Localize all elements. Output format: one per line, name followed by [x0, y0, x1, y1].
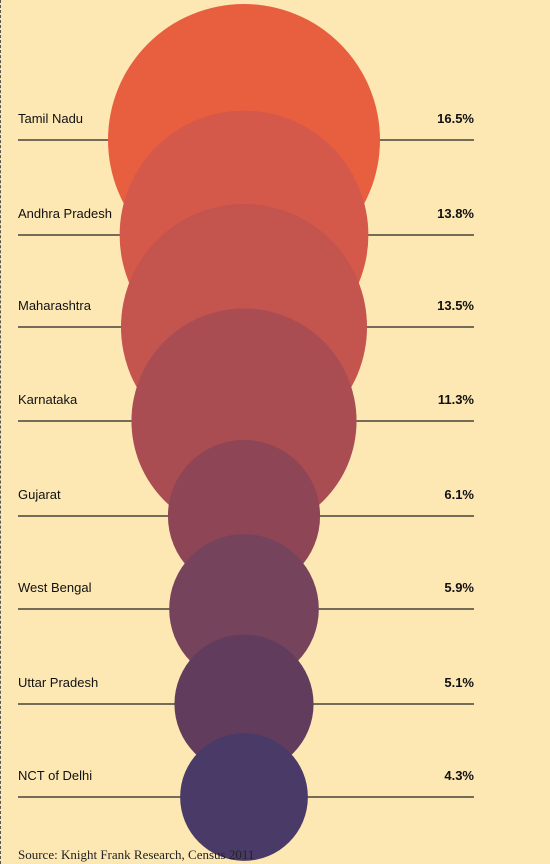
- value-label: 16.5%: [437, 111, 474, 126]
- value-label: 13.5%: [437, 298, 474, 313]
- bubble-nct-of-delhi: [180, 733, 308, 861]
- category-label: Andhra Pradesh: [18, 206, 112, 221]
- value-label: 11.3%: [438, 392, 475, 407]
- value-label: 13.8%: [437, 206, 474, 221]
- category-label: Gujarat: [18, 487, 61, 502]
- value-label: 5.9%: [444, 580, 474, 595]
- category-label: Uttar Pradesh: [18, 675, 98, 690]
- category-label: NCT of Delhi: [18, 768, 92, 783]
- category-label: West Bengal: [18, 580, 92, 595]
- category-label: Tamil Nadu: [18, 111, 83, 126]
- category-label: Maharashtra: [18, 298, 92, 313]
- value-label: 6.1%: [444, 487, 474, 502]
- value-label: 4.3%: [444, 768, 474, 783]
- source-note: Source: Knight Frank Research, Census 20…: [18, 847, 255, 862]
- bubble-uttar-pradesh: [174, 634, 314, 774]
- category-label: Karnataka: [18, 392, 78, 407]
- value-label: 5.1%: [444, 675, 474, 690]
